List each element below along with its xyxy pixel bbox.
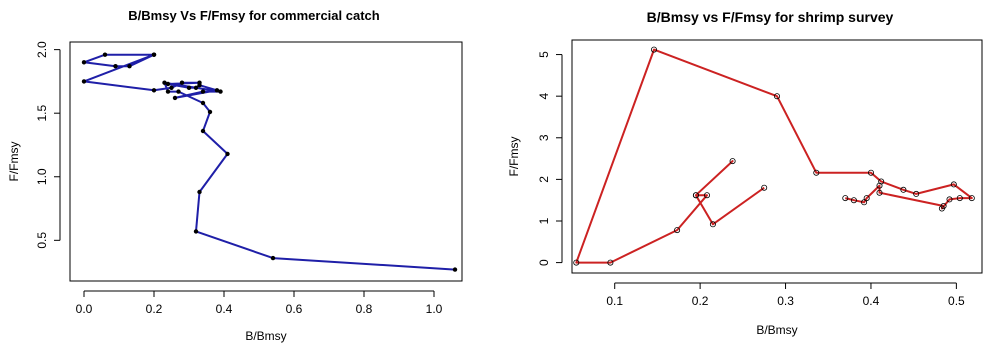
data-point bbox=[651, 46, 658, 53]
x-axis-label: B/Bmsy bbox=[245, 329, 286, 343]
data-point bbox=[200, 128, 206, 134]
y-tick-label: 2 bbox=[537, 176, 551, 183]
data-point bbox=[868, 169, 875, 176]
data-point bbox=[863, 195, 870, 202]
x-tick-label: 0.2 bbox=[692, 294, 709, 308]
data-point bbox=[968, 195, 975, 202]
data-point bbox=[176, 89, 181, 94]
data-point bbox=[162, 80, 167, 85]
y-tick-label: 4 bbox=[537, 93, 551, 100]
data-point bbox=[151, 88, 157, 93]
data-point bbox=[850, 197, 857, 204]
y-tick-label: 0 bbox=[537, 259, 551, 266]
data-point bbox=[674, 227, 681, 234]
x-tick-label: 0.2 bbox=[146, 302, 163, 316]
data-point bbox=[761, 184, 768, 191]
y-axis-label: F/Fmsy bbox=[507, 137, 521, 177]
x-axis-label: B/Bmsy bbox=[756, 323, 797, 337]
x-tick-label: 0.3 bbox=[777, 294, 794, 308]
x-tick-label: 0.5 bbox=[948, 294, 965, 308]
chart-2: B/Bmsy vs F/Fmsy for shrimp survey 0.1 0.2… bbox=[507, 9, 983, 337]
data-point bbox=[813, 169, 820, 176]
data-point bbox=[165, 89, 171, 94]
chart-title: B/Bmsy vs F/Fmsy for shrimp survey bbox=[647, 9, 894, 25]
data-point bbox=[950, 181, 957, 188]
y-tick-label: 0.5 bbox=[35, 232, 49, 249]
data-point bbox=[774, 93, 781, 100]
data-point bbox=[169, 85, 174, 91]
data-point bbox=[113, 63, 118, 69]
data-point bbox=[842, 195, 849, 202]
data-point bbox=[214, 88, 220, 93]
x-tick-label: 0.1 bbox=[606, 294, 623, 308]
data-point bbox=[207, 109, 213, 115]
data-point bbox=[193, 229, 199, 234]
data-point bbox=[709, 221, 716, 228]
data-point bbox=[179, 80, 185, 85]
data-point bbox=[151, 52, 157, 57]
chart-title: B/Bmsy Vs F/Fmsy for commercial catch bbox=[128, 8, 379, 23]
data-point bbox=[913, 190, 920, 197]
data-point bbox=[193, 85, 199, 91]
y-tick-label: 3 bbox=[537, 134, 551, 141]
data-point bbox=[270, 255, 276, 261]
x-tick-label: 0.8 bbox=[356, 302, 373, 316]
y-axis-label: F/Fmsy bbox=[7, 142, 21, 182]
data-point bbox=[956, 195, 963, 202]
data-point bbox=[946, 196, 953, 203]
data-point bbox=[81, 60, 87, 65]
data-point bbox=[81, 79, 87, 84]
data-point bbox=[876, 189, 883, 196]
data-point bbox=[729, 158, 736, 165]
x-tick-label: 0.0 bbox=[76, 302, 93, 316]
data-point bbox=[452, 267, 458, 272]
data-point bbox=[861, 199, 868, 206]
data-point bbox=[186, 85, 192, 91]
data-point bbox=[200, 89, 206, 94]
y-tick-label: 1.0 bbox=[35, 168, 49, 185]
y-tick-label: 1 bbox=[537, 217, 551, 224]
data-point bbox=[940, 202, 947, 209]
data-point bbox=[692, 192, 699, 199]
data-point bbox=[197, 83, 202, 88]
data-point bbox=[172, 95, 178, 101]
series-line bbox=[575, 48, 973, 264]
data-point bbox=[900, 186, 907, 193]
data-point bbox=[704, 192, 711, 199]
x-tick-label: 1.0 bbox=[426, 302, 443, 316]
data-point bbox=[102, 52, 108, 57]
data-point bbox=[573, 259, 580, 266]
data-point bbox=[607, 259, 614, 266]
series-line bbox=[83, 53, 456, 271]
y-tick-label: 1.5 bbox=[35, 105, 49, 122]
y-tick-label: 2.0 bbox=[35, 41, 49, 58]
plot-frame bbox=[69, 41, 463, 282]
data-point bbox=[218, 89, 223, 94]
x-tick-label: 0.6 bbox=[286, 302, 303, 316]
data-point bbox=[127, 63, 132, 69]
data-point bbox=[878, 178, 885, 185]
data-point bbox=[876, 182, 883, 189]
y-tick-label: 5 bbox=[537, 51, 551, 58]
data-point bbox=[197, 189, 202, 195]
x-tick-label: 0.4 bbox=[863, 294, 880, 308]
data-point bbox=[225, 151, 230, 157]
chart-1: B/Bmsy Vs F/Fmsy for commercial catch 0.0… bbox=[7, 8, 463, 343]
x-tick-label: 0.4 bbox=[216, 302, 233, 316]
data-point bbox=[200, 100, 206, 106]
plot-frame bbox=[571, 39, 983, 274]
data-point bbox=[165, 81, 171, 87]
